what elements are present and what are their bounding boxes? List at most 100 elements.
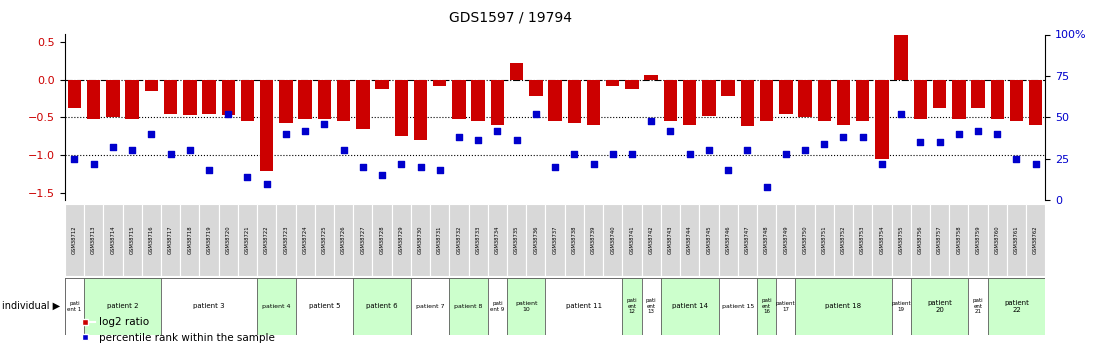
Point <box>162 151 180 157</box>
Bar <box>1010 80 1023 121</box>
Bar <box>949 204 968 276</box>
Point <box>315 121 333 127</box>
Point <box>604 151 622 157</box>
Point <box>585 161 603 166</box>
Bar <box>795 204 815 276</box>
Bar <box>623 278 642 335</box>
Point <box>738 148 756 153</box>
Text: GDS1597 / 19794: GDS1597 / 19794 <box>448 10 572 24</box>
Bar <box>584 204 603 276</box>
Bar <box>546 204 565 276</box>
Point <box>662 128 680 133</box>
Text: GSM38731: GSM38731 <box>437 226 443 254</box>
Text: GSM38727: GSM38727 <box>360 226 366 254</box>
Bar <box>376 80 389 89</box>
Bar <box>510 63 523 80</box>
Bar <box>299 80 312 119</box>
Bar <box>661 204 680 276</box>
Point <box>85 161 103 166</box>
Text: GSM38749: GSM38749 <box>784 226 788 254</box>
Text: GSM38732: GSM38732 <box>456 226 462 254</box>
Text: GSM38720: GSM38720 <box>226 226 230 254</box>
Text: GSM38745: GSM38745 <box>707 226 711 254</box>
Bar <box>257 278 295 335</box>
Bar <box>834 204 853 276</box>
Text: GSM38743: GSM38743 <box>667 226 673 254</box>
Text: patient 8: patient 8 <box>454 304 483 309</box>
Bar <box>449 204 468 276</box>
Bar <box>699 204 719 276</box>
Text: GSM38724: GSM38724 <box>303 226 307 254</box>
Bar <box>894 31 908 80</box>
Point <box>142 131 160 137</box>
Bar <box>587 80 600 125</box>
Bar <box>491 80 504 125</box>
Bar <box>891 204 911 276</box>
Point <box>758 184 776 190</box>
Bar <box>891 278 911 335</box>
Point <box>873 161 891 166</box>
Point <box>296 128 314 133</box>
Text: GSM38754: GSM38754 <box>880 226 884 254</box>
Bar <box>913 80 927 119</box>
Point <box>911 139 929 145</box>
Text: GSM38719: GSM38719 <box>207 226 211 254</box>
Text: patient 2: patient 2 <box>107 303 139 309</box>
Bar <box>106 80 120 117</box>
Point <box>777 151 795 157</box>
Point <box>508 138 525 143</box>
Bar <box>449 278 487 335</box>
Bar <box>776 204 795 276</box>
Text: pati
ent
13: pati ent 13 <box>646 298 656 315</box>
Text: GSM38733: GSM38733 <box>475 226 481 254</box>
Bar <box>433 80 446 86</box>
Bar <box>932 80 946 108</box>
Text: patient
19: patient 19 <box>891 301 911 312</box>
Text: GSM38722: GSM38722 <box>264 226 269 254</box>
Bar <box>411 278 449 335</box>
Point <box>489 128 506 133</box>
Bar <box>144 80 158 91</box>
Text: GSM38742: GSM38742 <box>648 226 654 254</box>
Point <box>200 168 218 173</box>
Text: GSM38735: GSM38735 <box>514 226 519 254</box>
Text: GSM38712: GSM38712 <box>72 226 77 254</box>
Point <box>969 128 987 133</box>
Bar <box>164 80 178 114</box>
Bar <box>953 80 966 119</box>
Text: individual ▶: individual ▶ <box>2 301 60 311</box>
Bar <box>276 204 295 276</box>
Bar <box>295 278 353 335</box>
Bar <box>568 80 581 123</box>
Point <box>411 164 429 170</box>
Bar <box>472 80 485 121</box>
Bar <box>527 204 546 276</box>
Point <box>681 151 699 157</box>
Text: patient
22: patient 22 <box>1004 300 1029 313</box>
Bar <box>721 80 735 96</box>
Point <box>854 135 872 140</box>
Bar <box>548 80 562 121</box>
Legend: log2 ratio, percentile rank within the sample: log2 ratio, percentile rank within the s… <box>70 313 280 345</box>
Text: GSM38744: GSM38744 <box>688 226 692 254</box>
Bar <box>199 204 219 276</box>
Text: patient 6: patient 6 <box>367 303 398 309</box>
Bar <box>219 204 238 276</box>
Text: GSM38718: GSM38718 <box>188 226 192 254</box>
Bar <box>161 204 180 276</box>
Text: GSM38748: GSM38748 <box>764 226 769 254</box>
Point <box>277 131 295 137</box>
Point <box>527 111 544 117</box>
Text: GSM38752: GSM38752 <box>841 226 846 254</box>
Text: GSM38741: GSM38741 <box>629 226 635 254</box>
Text: GSM38756: GSM38756 <box>918 226 922 254</box>
Text: GSM38750: GSM38750 <box>803 226 807 254</box>
Text: pati
ent 9: pati ent 9 <box>491 301 504 312</box>
Bar <box>968 278 987 335</box>
Bar <box>1007 204 1026 276</box>
Point <box>623 151 641 157</box>
Bar <box>623 204 642 276</box>
Text: GSM38747: GSM38747 <box>745 226 750 254</box>
Text: GSM38738: GSM38738 <box>571 226 577 254</box>
Bar <box>353 278 411 335</box>
